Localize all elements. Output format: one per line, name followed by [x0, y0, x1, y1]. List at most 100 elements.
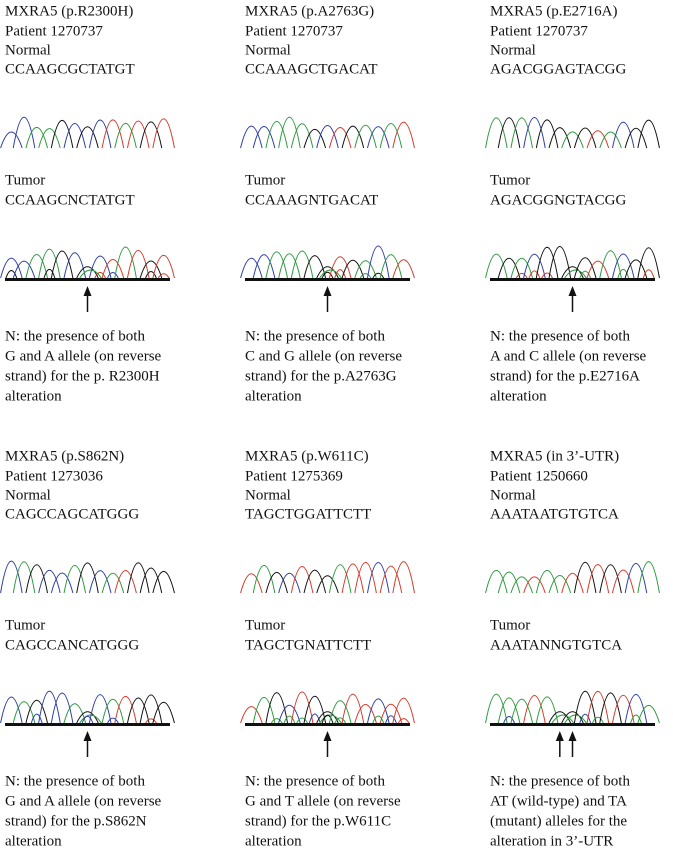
peak — [586, 564, 610, 594]
peak — [379, 254, 403, 279]
peak — [88, 119, 112, 149]
peak — [303, 569, 327, 594]
peak — [510, 257, 534, 279]
panel: MXRA5 (p.E2716A) Patient 1270737 Normal AGA… — [485, 3, 660, 404]
panel: MXRA5 (p.A2763G) Patient 1270737 Normal CCA… — [240, 3, 415, 404]
panel: MXRA5 (p.W611C) Patient 1275369 Normal TAGC… — [240, 448, 415, 849]
panel-title: MXRA5 (p.E2716A) — [490, 3, 618, 19]
peak — [88, 570, 112, 594]
panel: MXRA5 (in 3’-UTR) Patient 1250660 Normal AA… — [485, 448, 660, 849]
noise — [630, 714, 642, 724]
note-line: (mutant) alleles for the — [490, 813, 627, 829]
peak — [379, 565, 403, 594]
peak — [278, 116, 301, 149]
note-line: C and G allele (on reverse — [245, 348, 402, 364]
baseline-bar — [5, 278, 170, 281]
peak — [573, 561, 597, 594]
peak — [38, 128, 61, 149]
baseline-bar — [490, 723, 655, 726]
normal-label: Normal — [245, 487, 291, 503]
panel-title: MXRA5 (p.S862N) — [5, 448, 124, 464]
arrow-head — [323, 286, 332, 296]
peak — [152, 255, 175, 279]
tumor-sequence: AGACGGNGTACGG — [490, 192, 626, 208]
peak — [63, 703, 87, 724]
tumor-label: Tumor — [245, 172, 285, 188]
panel-title: MXRA5 (p.A2763G) — [245, 3, 374, 19]
peak — [548, 711, 572, 724]
peak — [366, 698, 390, 724]
peak — [252, 564, 276, 594]
peak — [573, 257, 597, 279]
peak — [240, 125, 263, 149]
peak — [573, 690, 597, 724]
peak — [561, 131, 584, 149]
note-line: A and C allele (on reverse — [490, 348, 647, 364]
normal-sequence: AAATAATGTGTCA — [490, 506, 619, 522]
tumor-label: Tumor — [5, 617, 45, 633]
peak — [624, 259, 648, 279]
peak — [12, 561, 36, 594]
peak — [392, 121, 415, 149]
peak — [50, 250, 74, 279]
note-line: N: the presence of both — [245, 328, 385, 344]
note-line: strand) for the p.S862N — [5, 813, 147, 829]
peak — [599, 692, 622, 724]
note-line: alteration — [490, 388, 547, 404]
normal-sequence: TAGCTGGATTCTT — [245, 506, 371, 522]
peak — [392, 259, 415, 279]
peak — [303, 696, 327, 724]
peak — [535, 696, 559, 724]
peak — [278, 253, 301, 279]
peak — [548, 575, 572, 594]
noise — [592, 716, 604, 724]
peak — [366, 245, 390, 279]
noise — [283, 715, 296, 724]
arrow-head — [555, 731, 564, 741]
peak — [265, 572, 289, 594]
note-line: N: the presence of both — [245, 773, 385, 789]
peak — [586, 260, 610, 279]
normal-sequence: AGACGGAGTACGG — [490, 61, 626, 77]
noise — [321, 714, 334, 724]
note-line: N: the presence of both — [5, 328, 145, 344]
peak — [152, 571, 175, 594]
peak — [265, 251, 289, 279]
panel-title: MXRA5 (in 3’-UTR) — [490, 448, 619, 464]
peak — [637, 704, 660, 724]
peak — [599, 250, 622, 279]
peak — [265, 692, 289, 724]
peak — [328, 564, 352, 594]
peak — [63, 564, 87, 594]
note-line: N: the presence of both — [490, 773, 630, 789]
normal-sequence: CAGCCAGCATGGG — [5, 506, 139, 522]
peak — [38, 690, 61, 724]
normal-label: Normal — [245, 42, 291, 58]
peak — [354, 124, 377, 149]
peak — [564, 269, 587, 279]
peak — [114, 246, 137, 279]
peak — [290, 566, 314, 594]
note-line: G and A allele (on reverse — [5, 348, 162, 364]
peak — [328, 126, 352, 149]
noise — [642, 269, 655, 279]
panel-title: MXRA5 (p.R2300H) — [5, 3, 133, 19]
peak — [535, 119, 559, 149]
peak — [624, 562, 648, 594]
peak — [551, 714, 575, 724]
peak — [0, 560, 23, 594]
arrow-head — [323, 731, 332, 741]
peak — [139, 694, 163, 724]
noise — [145, 270, 157, 279]
peak — [637, 561, 660, 594]
arrow-head — [568, 731, 577, 741]
note-line: alteration — [5, 833, 62, 849]
peak — [25, 700, 49, 724]
peak — [152, 701, 175, 724]
peak — [114, 570, 137, 594]
noise — [107, 717, 119, 724]
arrow-head — [568, 286, 577, 296]
peak — [12, 701, 36, 724]
noise — [296, 717, 308, 724]
noise — [579, 270, 592, 279]
